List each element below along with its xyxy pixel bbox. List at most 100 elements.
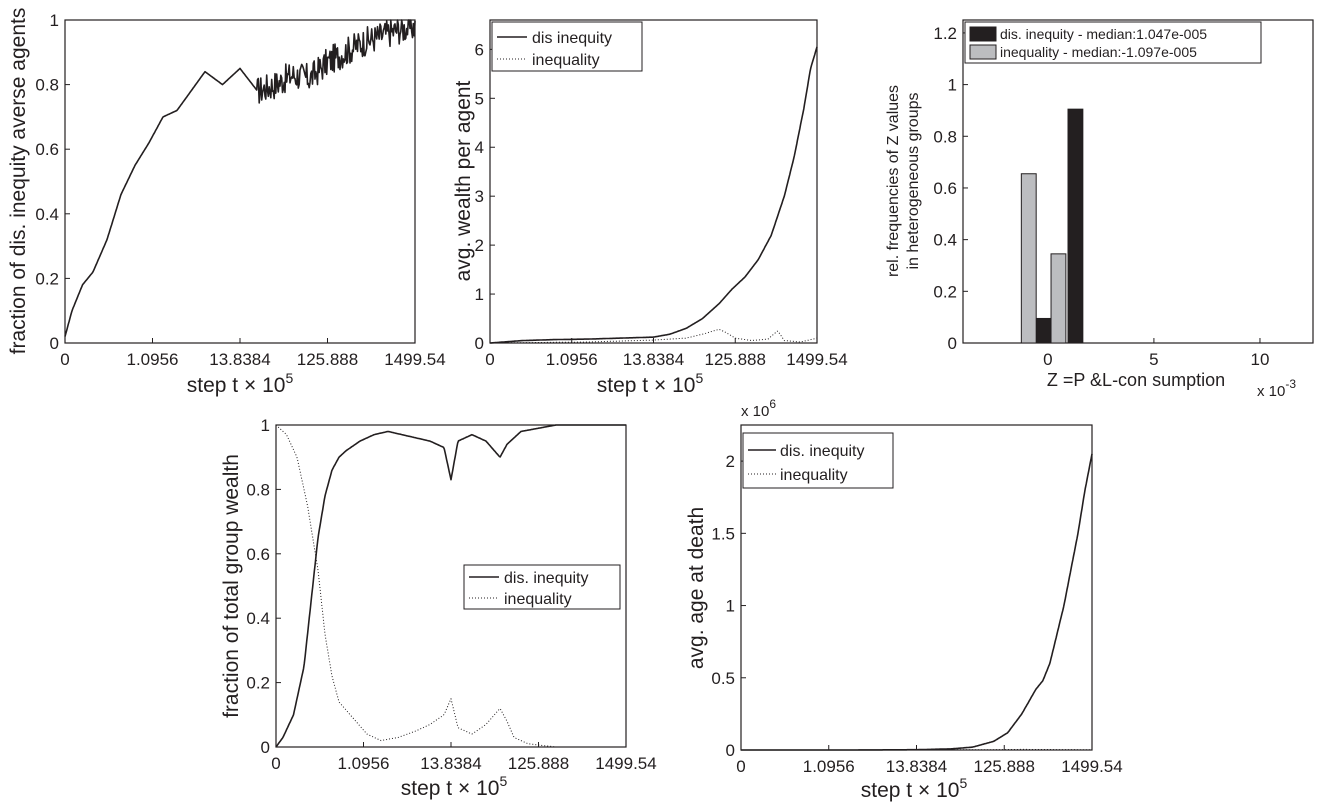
- x-tick-label: 1499.54: [786, 350, 847, 369]
- x-axis-label-mult: × 10: [654, 374, 695, 397]
- legend-box: [463, 564, 621, 610]
- y-tick-label: 0: [50, 334, 59, 353]
- x-tick-label: 1.0956: [803, 757, 855, 776]
- x-tick-label: 125.888: [974, 757, 1035, 776]
- y-axis-label-line-1: rel. frequencies of Z values: [885, 85, 902, 277]
- bar-inequality: [1020, 173, 1037, 344]
- y-tick-label: 0.5: [711, 669, 735, 688]
- x-axis-label: step t × 105: [401, 773, 508, 800]
- y-axis-label: avg. wealth per agent: [452, 80, 475, 281]
- legend-box: [964, 21, 1262, 64]
- legend: dis. inequity - median:1.047e-005 inequa…: [964, 21, 1262, 64]
- series-line-dis-inequity: [275, 424, 626, 748]
- legend-label-dis-inequity: dis inequity: [532, 30, 612, 47]
- panel-agents-fraction: 0 0.2 0.4 0.6 0.8 1 0 1.0956 13.8384 125.888 1499.…: [7, 8, 446, 397]
- x-tick-label: 1499.54: [1061, 757, 1122, 776]
- legend-label-dis-inequity: dis. inequity - median:1.047e-005: [1000, 26, 1207, 42]
- x-tick-label: 13.8384: [209, 350, 270, 369]
- y-tick-label: 0.4: [246, 609, 270, 628]
- chart-marks: [275, 424, 627, 748]
- legend-label-inequality: inequality: [532, 52, 600, 69]
- x-tick-label: 1499.54: [384, 350, 445, 369]
- y-tick-label: 0.4: [933, 231, 957, 250]
- series-line-dis-inequity: [741, 453, 1093, 751]
- x-axis-label-mult: × 10: [244, 374, 285, 397]
- x-tick-label: 0: [60, 350, 69, 369]
- y-tick-label: 0.6: [246, 545, 270, 564]
- y-axis-label-line-2: in heterogeneous groups: [905, 92, 922, 269]
- y-axis-label: avg. age at death: [685, 507, 708, 669]
- legend-label-inequality: inequality: [504, 591, 572, 608]
- legend-box: [742, 432, 894, 489]
- x-axis-label: step t × 105: [597, 370, 704, 397]
- y-tick-label: 0.6: [933, 179, 957, 198]
- x-tick-label: 125.888: [297, 350, 358, 369]
- x-axis-label: step t × 105: [861, 775, 968, 802]
- y-tick-label: 0: [948, 334, 957, 353]
- bar-dis-inequity: [1067, 108, 1084, 344]
- tick-labels: 0 0.2 0.4 0.6 0.8 1 1.2 0 5 10: [933, 24, 1269, 369]
- legend-label-inequality: inequality - median:-1.097e-005: [1000, 44, 1197, 60]
- x-tick-label: 1.0956: [127, 350, 179, 369]
- y-tick-label: 0.8: [933, 127, 957, 146]
- y-tick-label: 0.8: [35, 76, 59, 95]
- panel-avg-wealth: 0 1 2 3 4 5 6 0 1.0956 13.8384 125.888 1499.54 avg.…: [452, 19, 848, 397]
- y-tick-label: 0.2: [35, 269, 59, 288]
- panel-z-frequencies: 0 0.2 0.4 0.6 0.8 1 1.2 0 5 10 rel. frequencies o…: [885, 19, 1314, 400]
- y-tick-label: 1: [726, 597, 735, 616]
- x-axis-label: step t × 105: [187, 370, 294, 397]
- y-tick-label: 2: [726, 452, 735, 471]
- y-tick-label: 0.2: [933, 282, 957, 301]
- chart-marks: [963, 32, 1261, 344]
- panel-group-wealth: 0 0.2 0.4 0.6 0.8 1 0 1.0956 13.8384 125.888 1499.…: [220, 416, 657, 800]
- y-axis-multiplier-base: x 10: [741, 403, 769, 420]
- bar-inequality: [1050, 253, 1067, 344]
- x-axis-multiplier: x 10-3: [1257, 377, 1296, 400]
- legend: dis inequity inequality: [491, 21, 643, 72]
- x-tick-label: 1.0956: [546, 350, 598, 369]
- x-axis-label-main: step t: [597, 374, 649, 397]
- y-axis-label: fraction of dis. inequity averse agents: [7, 8, 30, 355]
- x-axis-label-main: step t: [401, 777, 453, 800]
- y-axis-multiplier: x 106: [741, 397, 776, 420]
- chart-marks: [64, 19, 416, 344]
- y-tick-label: 1: [50, 11, 59, 30]
- x-tick-label: 125.888: [705, 350, 766, 369]
- legend: dis. inequity inequality: [742, 432, 894, 489]
- x-axis-label-mult: × 10: [918, 779, 959, 802]
- x-tick-label: 0: [271, 754, 280, 773]
- y-tick-label: 1.2: [933, 24, 957, 43]
- y-tick-label: 0.4: [35, 205, 59, 224]
- x-tick-label: 10: [1251, 350, 1270, 369]
- x-tick-label: 13.8384: [420, 754, 481, 773]
- plot-frame: [962, 19, 1314, 344]
- y-tick-label: 0: [726, 741, 735, 760]
- panel-age-at-death: 0 0.5 1 1.5 2 0 1.0956 13.8384 125.888 1499.54 av…: [685, 397, 1123, 802]
- series-line-main: [64, 19, 416, 337]
- x-axis-label-main: step t: [187, 374, 239, 397]
- x-axis-label-main: step t: [861, 779, 913, 802]
- tick-labels: 0 0.5 1 1.5 2 0 1.0956 13.8384 125.888 1499.54: [711, 452, 1122, 776]
- x-axis-label-exp: 5: [499, 773, 507, 789]
- chart-marks: [740, 453, 1093, 751]
- y-tick-label: 1: [948, 76, 957, 95]
- y-tick-label: 4: [475, 138, 484, 157]
- legend-box: [491, 21, 643, 72]
- series-line-dis-inequity: [489, 46, 818, 344]
- legend-label-inequality: inequality: [780, 467, 848, 484]
- x-tick-label: 5: [1149, 350, 1158, 369]
- x-tick-label: 1499.54: [595, 754, 656, 773]
- x-axis-label: Z =P &L-con sumption: [1047, 370, 1225, 390]
- legend: dis. inequity inequality: [463, 564, 621, 610]
- y-tick-label: 1: [261, 416, 270, 435]
- legend-swatch-inequality: [969, 44, 997, 60]
- bar-dis-inequity: [1035, 317, 1052, 344]
- tick-labels: 0 0.2 0.4 0.6 0.8 1 0 1.0956 13.8384 125.888 1499.…: [246, 416, 656, 773]
- y-tick-label: 3: [475, 187, 484, 206]
- y-tick-label: 1.5: [711, 524, 735, 543]
- y-tick-label: 5: [475, 89, 484, 108]
- tick-labels: 0 1 2 3 4 5 6 0 1.0956 13.8384 125.888 1499.54: [475, 40, 848, 369]
- y-axis-multiplier-exp: 6: [769, 397, 776, 411]
- y-tick-label: 0: [475, 334, 484, 353]
